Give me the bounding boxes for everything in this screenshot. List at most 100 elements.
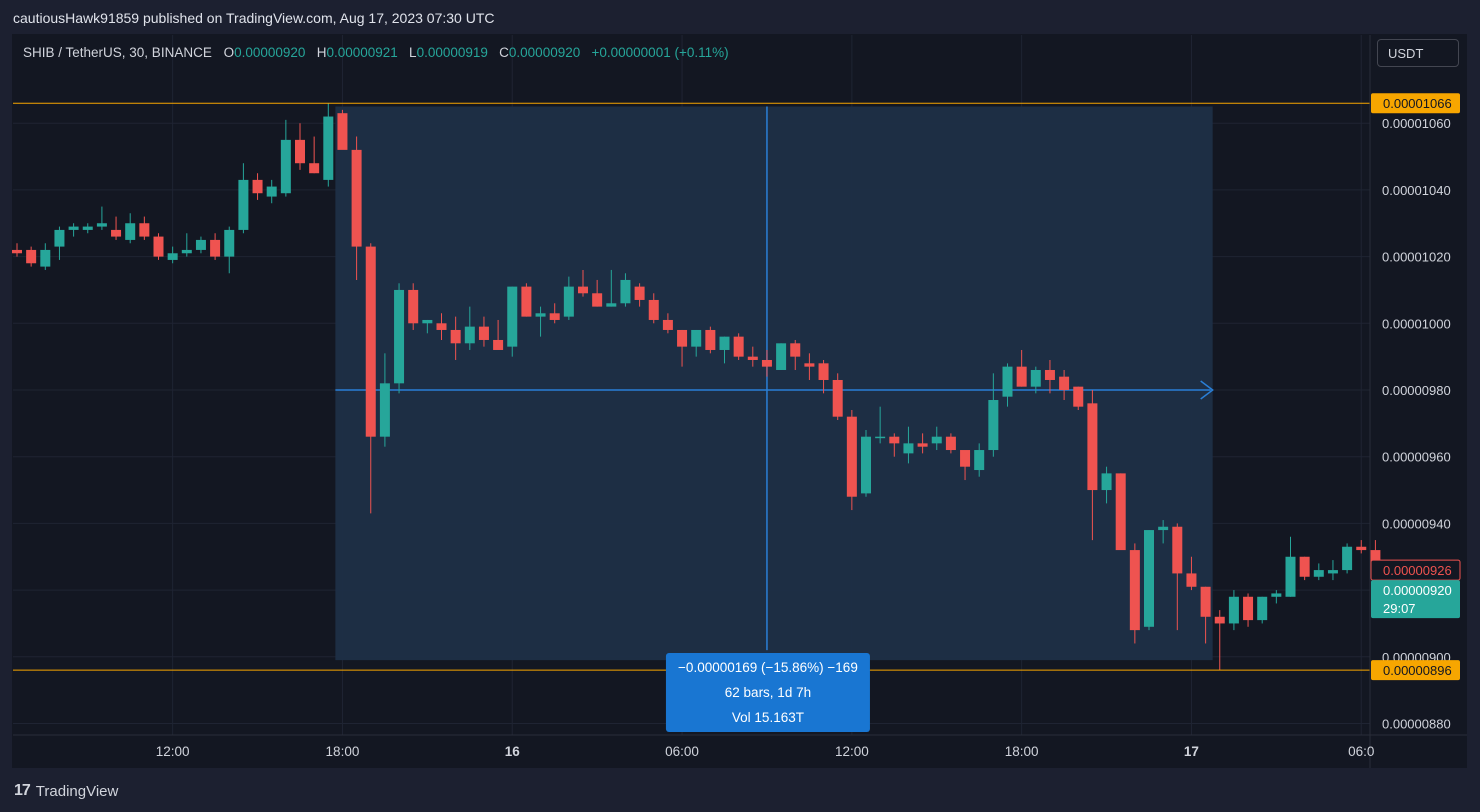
candle — [747, 346, 758, 367]
candle — [1073, 386, 1084, 411]
change-value: +0.00000001 (+0.11%) — [591, 45, 729, 60]
candle-body — [974, 450, 985, 471]
time-tick-label: 12:00 — [835, 744, 869, 759]
candle — [96, 206, 107, 230]
candle-body — [493, 339, 504, 350]
candle-body — [464, 326, 475, 344]
candle — [252, 173, 263, 200]
candle — [238, 163, 249, 234]
candle — [1186, 556, 1197, 591]
candle-body — [620, 279, 631, 304]
candle — [394, 283, 405, 394]
candle — [776, 343, 787, 370]
candle — [606, 269, 617, 307]
candle-body — [1214, 616, 1225, 624]
candle-body — [535, 313, 546, 317]
tradingview-logo-icon: 17 — [14, 782, 31, 799]
candle-body — [592, 293, 603, 307]
candle-body — [931, 436, 942, 444]
candle — [1144, 530, 1154, 631]
candle — [1115, 473, 1126, 551]
candle — [1059, 369, 1070, 401]
measure-label-box — [665, 653, 870, 732]
candle-body — [1115, 473, 1126, 551]
candle-body — [1158, 526, 1169, 531]
candle-body — [747, 356, 758, 360]
open-value: 0.00000920 — [234, 45, 306, 60]
price-tag-box — [1370, 559, 1461, 581]
candle-body — [195, 239, 206, 250]
time-tick-label: 16 — [505, 744, 521, 759]
candle-body — [238, 179, 249, 230]
candle-body — [960, 450, 971, 467]
candle-body — [379, 383, 390, 437]
price-tag: 0.00000896 — [1371, 660, 1460, 681]
candle-body — [82, 226, 93, 230]
candle — [578, 269, 588, 297]
high-value: 0.00000921 — [326, 45, 398, 60]
candle — [931, 426, 942, 451]
candle — [111, 216, 122, 240]
candle — [210, 233, 221, 260]
price-tick-label: 0.00001020 — [1382, 250, 1451, 265]
currency-button[interactable]: USDT — [1377, 39, 1459, 67]
candle-body — [26, 249, 37, 264]
candle-body — [549, 313, 560, 320]
close-value: 0.00000920 — [508, 45, 581, 60]
candle — [1030, 366, 1041, 394]
candle — [1172, 523, 1183, 631]
candle-body — [139, 223, 150, 237]
candle — [945, 433, 956, 454]
candle — [875, 406, 886, 444]
candle-body — [648, 299, 659, 320]
price-tag-text: 0.00001066 — [1383, 96, 1452, 111]
candle — [790, 339, 801, 370]
candle-body — [1186, 573, 1197, 587]
price-tick-label: 0.00001000 — [1382, 316, 1451, 331]
candle-body — [818, 363, 829, 380]
candle-body — [96, 223, 107, 227]
candle — [1243, 593, 1254, 627]
candle-body — [309, 163, 320, 174]
candle-body — [1087, 403, 1098, 491]
symbol-label[interactable]: SHIB / TetherUS, 30, BINANCE — [23, 45, 212, 60]
candle — [846, 410, 857, 511]
candle-body — [422, 319, 433, 324]
candle-body — [1342, 546, 1353, 571]
candle-body — [563, 286, 574, 317]
candle — [181, 233, 192, 257]
candle-body — [1271, 593, 1282, 597]
candle — [1271, 590, 1282, 604]
candle — [1129, 543, 1140, 644]
candle-body — [691, 329, 702, 347]
candle — [139, 216, 150, 240]
low-value: 0.00000919 — [416, 45, 488, 60]
candle-body — [1059, 376, 1070, 390]
candle — [68, 223, 79, 237]
candle — [1002, 363, 1013, 407]
candle-body — [125, 223, 136, 240]
candle-body — [1101, 473, 1112, 491]
candle-body — [1257, 596, 1268, 621]
candle — [974, 443, 985, 477]
candle-body — [210, 239, 221, 257]
candle-body — [861, 436, 871, 494]
candle — [804, 353, 815, 380]
price-tick-label: 0.00000980 — [1382, 383, 1451, 398]
candle-body — [1016, 366, 1027, 387]
candle — [436, 313, 447, 340]
candle — [295, 123, 305, 170]
candle — [1342, 543, 1353, 574]
candle-body — [167, 253, 178, 260]
candle-body — [1030, 369, 1041, 387]
measure-tool — [335, 106, 1214, 661]
candle — [1327, 560, 1338, 581]
time-tick-label: 18:00 — [326, 744, 360, 759]
footer-brand[interactable]: TradingView — [35, 782, 119, 800]
candle-body — [1129, 550, 1140, 631]
footer: 17 TradingView — [14, 782, 118, 800]
candle — [125, 213, 136, 244]
candle — [1101, 466, 1112, 504]
candle-body — [1200, 586, 1211, 617]
